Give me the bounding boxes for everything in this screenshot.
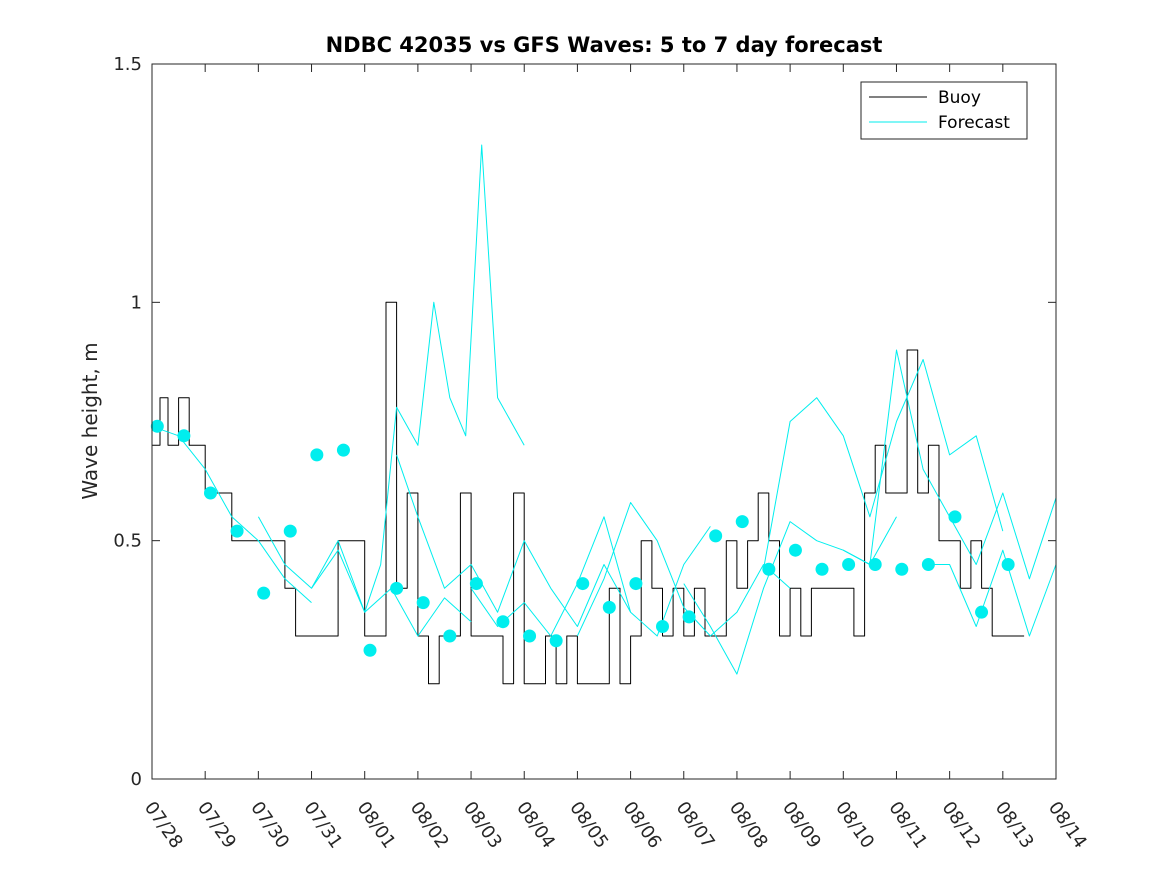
forecast-marker: [709, 529, 723, 543]
y-tick-label: 1: [131, 292, 142, 313]
buoy-series: [152, 301, 1025, 685]
forecast-marker: [283, 524, 297, 538]
chart-legend: Buoy Forecast: [860, 81, 1028, 140]
forecast-marker: [203, 486, 217, 500]
forecast-marker: [230, 524, 244, 538]
y-axis-label: Wave height, m: [78, 342, 102, 499]
forecast-marker: [150, 419, 164, 433]
forecast-marker: [762, 562, 776, 576]
forecast-marker: [416, 596, 430, 610]
forecast-marker: [257, 586, 271, 600]
forecast-line: [470, 516, 711, 637]
y-tick-label: 0.5: [113, 531, 142, 552]
forecast-marker: [390, 581, 404, 595]
forecast-line: [396, 454, 632, 627]
forecast-marker: [895, 562, 909, 576]
forecast-marker: [975, 605, 989, 619]
forecast-marker: [948, 510, 962, 524]
forecast-marker: [788, 543, 802, 557]
buoy-line: [152, 301, 1025, 685]
forecast-marker: [177, 429, 191, 443]
forecast-marker: [549, 634, 563, 648]
forecast-marker: [469, 577, 483, 591]
plot-frame: [151, 63, 1057, 780]
legend-forecast-label: Forecast: [938, 113, 1010, 133]
forecast-marker: [868, 558, 882, 571]
forecast-line: [576, 502, 791, 637]
forecast-marker: [655, 619, 669, 633]
y-tick-label: 0: [131, 769, 142, 790]
forecast-marker: [602, 600, 616, 614]
forecast-marker: [310, 448, 324, 462]
forecast-marker: [629, 577, 643, 591]
forecast-marker: [682, 610, 696, 624]
plot-area: [150, 144, 1057, 685]
forecast-marker: [815, 562, 829, 576]
forecast-marker: [443, 629, 457, 643]
forecast-marker: [1001, 558, 1015, 571]
forecast-marker: [336, 443, 350, 457]
forecast-marker: [921, 558, 935, 571]
forecast-line: [311, 144, 525, 613]
forecast-marker: [842, 558, 856, 571]
forecast-marker: [363, 643, 377, 657]
forecast-markers: [150, 419, 1015, 657]
forecast-marker: [523, 629, 537, 643]
forecast-line: [923, 549, 1057, 637]
forecast-marker: [735, 515, 749, 529]
chart-title: NDBC 42035 vs GFS Waves: 5 to 7 day fore…: [326, 33, 883, 57]
y-tick-label: 1.5: [113, 54, 142, 75]
forecast-line: [763, 359, 1004, 570]
forecast-marker: [496, 615, 510, 629]
legend-buoy-label: Buoy: [938, 88, 981, 108]
legend-box: [860, 81, 1028, 140]
forecast-marker: [576, 577, 590, 591]
